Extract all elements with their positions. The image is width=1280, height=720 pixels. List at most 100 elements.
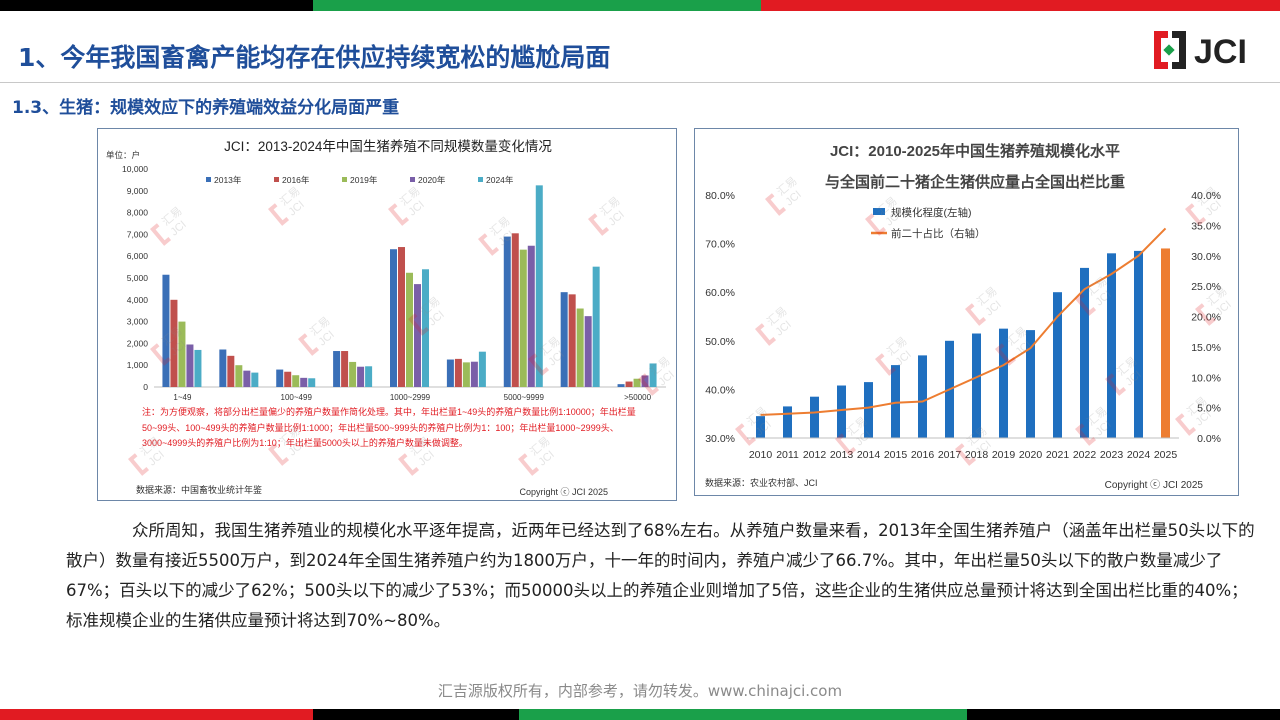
line-series — [760, 227, 1167, 416]
top-color-bar — [0, 0, 1280, 11]
unit-label: 单位：户 — [106, 150, 140, 160]
watermark-logo-mark — [755, 323, 777, 346]
watermark-logo-mark — [528, 353, 550, 376]
watermark-logo-mark — [478, 233, 500, 256]
x-tick-label: 2018 — [965, 449, 989, 461]
x-tick-label: 2011 — [776, 449, 799, 461]
bar — [891, 365, 900, 438]
bar — [162, 274, 170, 387]
bar — [511, 233, 519, 387]
y-right-tick-label: 10.0% — [1191, 372, 1221, 384]
y-left-tick-label: 50.0% — [705, 336, 735, 348]
bottom-bar-green — [519, 709, 967, 720]
watermark-logo-mark — [835, 433, 857, 456]
x-tick-label: 2012 — [803, 449, 827, 461]
y-tick-label: 7,000 — [127, 229, 149, 239]
bar — [251, 372, 259, 387]
y-right-tick-label: 5.0% — [1197, 403, 1221, 415]
legend-label: 2016年 — [282, 175, 310, 185]
y-left-tick-label: 40.0% — [705, 384, 735, 396]
bar — [219, 349, 227, 387]
y-right-tick-label: 20.0% — [1191, 312, 1221, 324]
bottom-color-bar — [0, 709, 1280, 720]
y-right-tick-label: 0.0% — [1197, 433, 1221, 445]
bar — [560, 292, 568, 387]
bar — [568, 294, 576, 387]
watermark-logo-mark — [1075, 293, 1097, 316]
bar — [918, 355, 927, 438]
bar — [292, 375, 300, 387]
note-box: 注：为方便观察，将部分出栏量偏少的养殖户数量作简化处理。其中，年出栏量1~49头… — [142, 407, 636, 448]
watermark-logo-mark — [398, 453, 420, 476]
bar — [341, 351, 349, 387]
legend-swatch — [478, 177, 483, 182]
legend-label: 2024年 — [486, 175, 514, 185]
x-tick-label: 2020 — [1019, 449, 1043, 461]
bar — [633, 378, 641, 387]
bar — [186, 344, 194, 387]
source-label: 数据来源：中国畜牧业统计年鉴 — [136, 484, 262, 495]
watermark-logo-mark — [965, 303, 987, 326]
watermark-logo-mark — [1185, 203, 1207, 226]
x-tick-label: 2022 — [1073, 449, 1097, 461]
watermark-logo-mark — [150, 343, 172, 366]
y-left-tick-label: 60.0% — [705, 287, 735, 299]
bar — [365, 366, 373, 387]
bottom-bar-black-1 — [313, 709, 519, 720]
right-chart-panel: JCI：2010-2025年中国生猪养殖规模化水平 与全国前二十猪企生猪供应量占全… — [694, 128, 1239, 496]
x-tick-label: 2024 — [1127, 449, 1151, 461]
top-bar-red — [761, 0, 1280, 11]
legend-label: 2019年 — [350, 175, 378, 185]
bar — [349, 361, 357, 387]
y-tick-label: 3,000 — [127, 317, 149, 327]
bar — [357, 366, 365, 387]
x-tick-label: 2015 — [884, 449, 908, 461]
bar — [1161, 248, 1170, 438]
bar — [1107, 253, 1116, 438]
watermark-logo-mark — [995, 343, 1017, 366]
x-tick-label: 1~49 — [173, 393, 192, 402]
bar — [837, 385, 846, 438]
bar — [576, 308, 584, 387]
bar — [300, 377, 308, 387]
x-tick-label: 2019 — [992, 449, 1016, 461]
bottom-bar-black-2 — [967, 709, 1280, 720]
svg-text:JCI: JCI — [1194, 33, 1247, 71]
legend-swatch-bar — [873, 208, 885, 215]
section-subtitle: 1.3、生猪：规模效应下的养殖端效益分化局面严重 — [12, 98, 400, 118]
bar — [235, 365, 243, 387]
bar — [227, 355, 235, 387]
legend-label: 2020年 — [418, 175, 446, 185]
bar — [390, 249, 397, 387]
watermark-logo-mark — [865, 213, 887, 236]
bar — [478, 351, 486, 387]
watermark-logo-mark — [408, 313, 430, 336]
legend-swatch — [206, 177, 211, 182]
y-left-tick-label: 30.0% — [705, 433, 735, 445]
bar — [1026, 330, 1035, 438]
y-right-tick-label: 30.0% — [1191, 251, 1221, 263]
bar — [527, 245, 535, 387]
bar — [641, 375, 649, 387]
watermark-logo-mark — [638, 373, 660, 396]
chart-note: 注：为方便观察，将部分出栏量偏少的养殖户数量作简化处理。其中，年出栏量1~49头… — [142, 407, 636, 448]
bar — [454, 358, 462, 387]
y-tick-label: 2,000 — [127, 338, 149, 348]
x-tick-label: 2014 — [857, 449, 881, 461]
bar — [1134, 250, 1143, 438]
watermark-logo-mark — [765, 193, 787, 216]
bar — [625, 381, 633, 387]
copyright-label: Copyright ⓒ JCI 2025 — [1105, 479, 1204, 491]
bar — [972, 333, 981, 438]
y-tick-label: 4,000 — [127, 295, 149, 305]
watermark-logo-mark — [518, 453, 540, 476]
x-tick-label: >50000 — [624, 393, 651, 402]
